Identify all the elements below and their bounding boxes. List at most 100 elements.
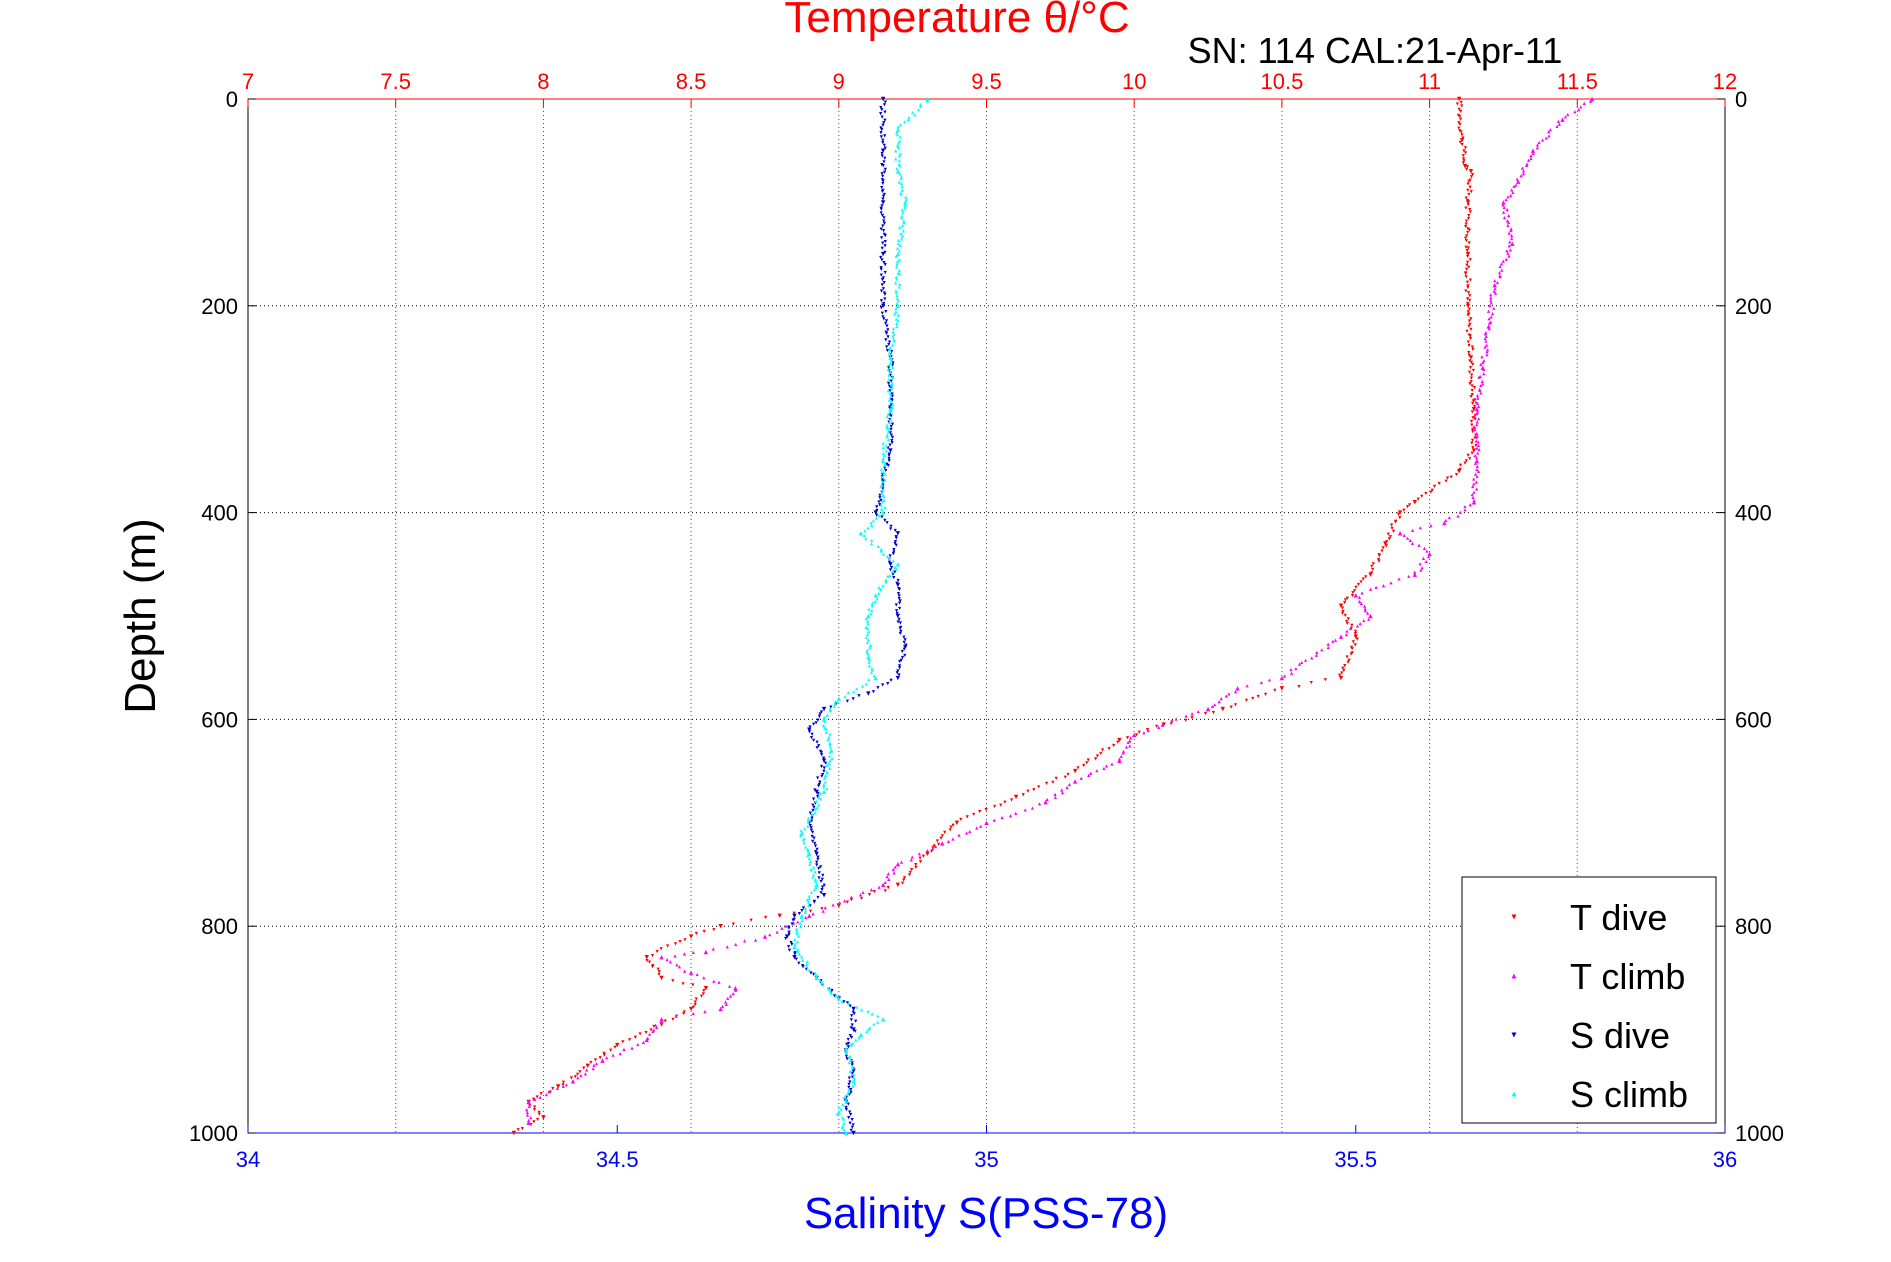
data-marker — [1547, 134, 1551, 138]
data-marker — [1079, 776, 1083, 780]
data-marker — [1470, 373, 1474, 377]
data-marker — [816, 718, 820, 722]
data-marker — [1468, 457, 1472, 461]
data-marker — [1461, 136, 1465, 140]
data-marker — [880, 204, 884, 208]
data-marker — [1501, 203, 1505, 207]
data-marker — [897, 594, 901, 598]
data-marker — [897, 249, 901, 253]
data-marker — [900, 224, 905, 228]
data-marker — [835, 1112, 839, 1116]
data-marker — [1408, 538, 1412, 542]
data-point — [1353, 634, 1358, 639]
data-marker — [1054, 776, 1058, 780]
data-marker — [1493, 286, 1497, 291]
data-marker — [811, 808, 815, 813]
data-marker — [807, 903, 811, 907]
data-marker — [663, 1019, 667, 1023]
data-marker — [817, 714, 822, 718]
data-marker — [882, 121, 886, 125]
data-marker — [1475, 474, 1479, 479]
data-marker — [1471, 484, 1475, 489]
data-marker — [828, 766, 832, 770]
data-marker — [882, 498, 886, 502]
data-marker — [925, 99, 929, 103]
data-marker — [891, 337, 896, 341]
data-point — [1220, 706, 1226, 712]
data-marker — [1477, 417, 1481, 421]
data-marker — [896, 141, 901, 145]
data-marker — [887, 366, 891, 370]
data-marker — [852, 690, 856, 694]
data-marker — [892, 548, 896, 552]
data-marker — [890, 566, 894, 570]
data-marker — [896, 313, 900, 317]
data-marker — [1486, 309, 1491, 313]
data-marker — [1447, 515, 1451, 520]
data-marker — [895, 671, 899, 675]
data-marker — [1468, 210, 1472, 214]
data-marker — [1479, 383, 1483, 388]
data-marker — [892, 576, 896, 580]
data-marker — [848, 1069, 852, 1073]
data-marker — [1482, 367, 1486, 372]
data-point — [895, 675, 901, 681]
data-marker — [820, 774, 824, 778]
data-marker — [1473, 461, 1478, 465]
data-marker — [886, 885, 890, 890]
data-point — [1560, 117, 1565, 122]
data-marker — [917, 852, 922, 856]
data-marker — [1418, 562, 1422, 566]
data-marker — [887, 420, 892, 425]
data-marker — [668, 960, 673, 964]
data-point — [1468, 355, 1474, 360]
data-marker — [849, 1058, 853, 1062]
data-marker — [817, 803, 821, 807]
data-marker — [897, 596, 901, 601]
data-marker — [895, 321, 899, 325]
data-marker — [799, 833, 803, 838]
data-marker — [900, 881, 905, 885]
data-marker — [1483, 332, 1487, 336]
data-marker — [1008, 814, 1013, 818]
data-marker — [820, 980, 825, 984]
data-marker — [849, 1018, 854, 1022]
data-point — [703, 986, 709, 991]
data-marker — [1342, 600, 1347, 605]
data-marker — [1472, 477, 1476, 481]
data-marker — [1475, 423, 1479, 427]
data-marker — [1468, 207, 1472, 212]
data-marker — [898, 621, 903, 625]
tick-label-right: 0 — [1735, 87, 1747, 112]
data-marker — [898, 135, 902, 139]
data-marker — [879, 299, 884, 303]
data-marker — [891, 867, 895, 872]
data-marker — [1116, 740, 1120, 744]
data-marker — [821, 983, 825, 987]
data-marker — [891, 552, 895, 556]
data-marker — [1345, 621, 1349, 626]
data-marker — [768, 933, 772, 937]
data-marker — [801, 958, 805, 962]
data-marker — [1465, 263, 1469, 267]
data-marker — [1170, 720, 1174, 724]
data-marker — [889, 361, 893, 365]
data-marker — [874, 516, 878, 520]
data-marker — [849, 1043, 853, 1047]
data-marker — [866, 526, 870, 530]
data-marker — [881, 488, 886, 492]
data-marker — [1233, 690, 1238, 694]
data-marker — [979, 824, 983, 828]
data-point — [954, 820, 960, 825]
data-marker — [887, 363, 891, 367]
data-point — [659, 1017, 664, 1022]
data-marker — [813, 879, 818, 883]
data-marker — [902, 876, 907, 880]
data-marker — [678, 940, 682, 944]
data-marker — [1519, 174, 1523, 178]
data-marker — [1429, 523, 1433, 528]
data-marker — [829, 991, 833, 995]
data-point — [585, 1063, 590, 1068]
data-marker — [1473, 453, 1477, 458]
data-marker — [865, 650, 869, 655]
